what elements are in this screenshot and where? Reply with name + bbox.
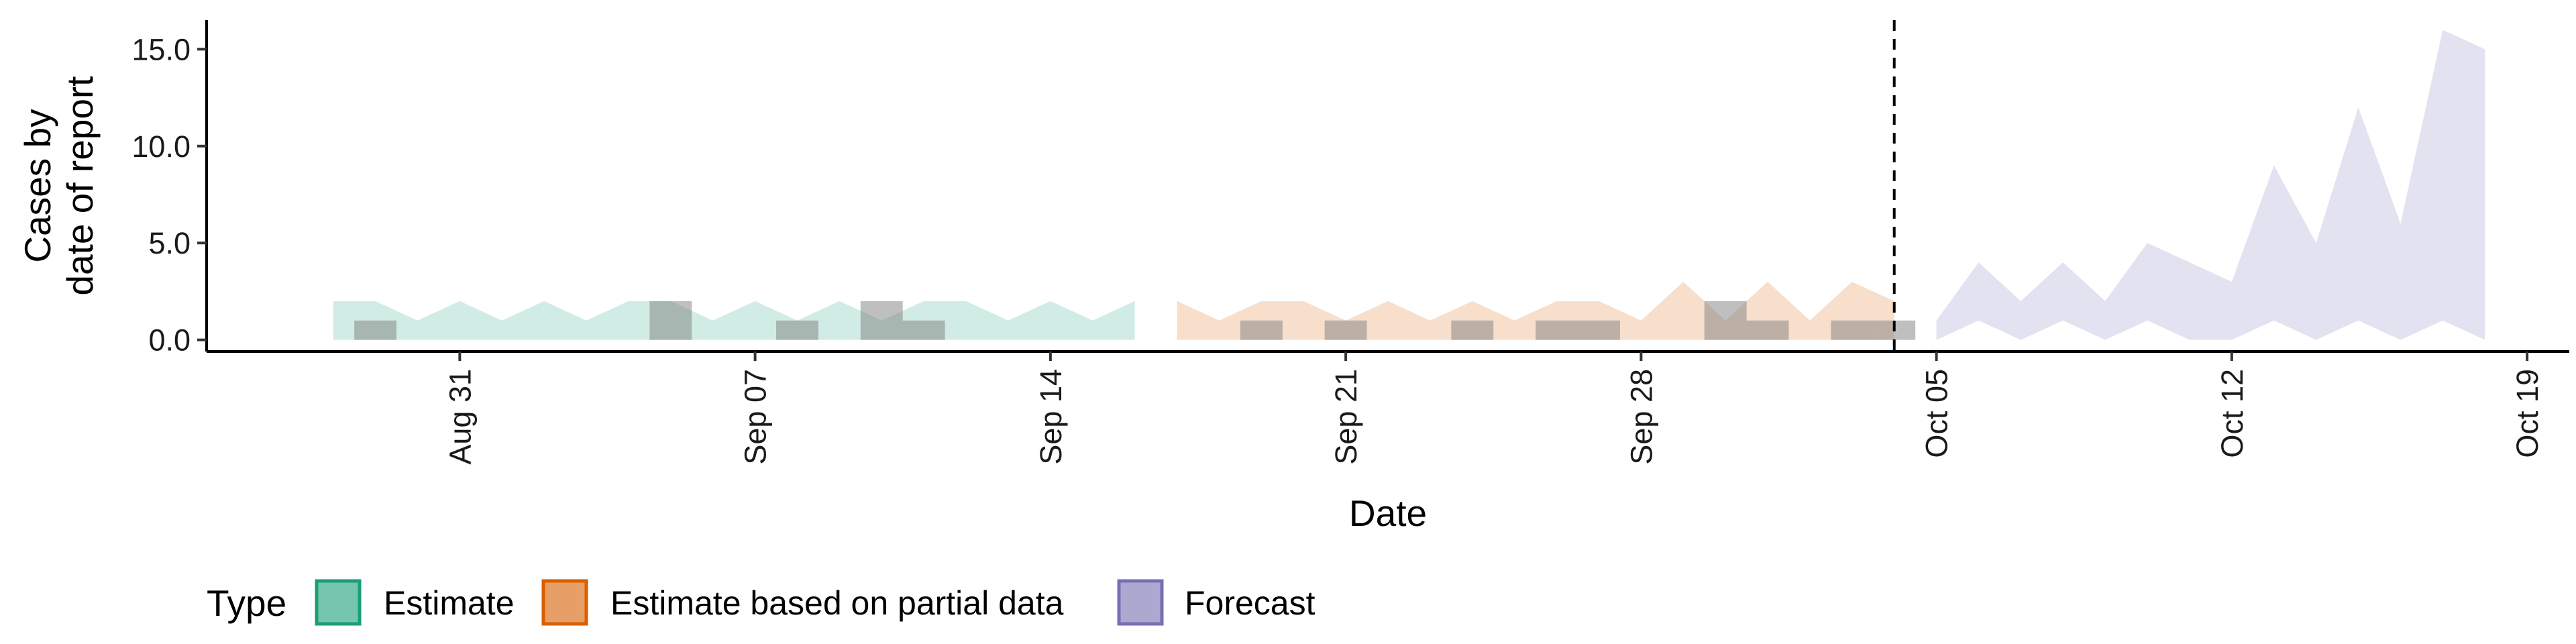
x-tick-label: Oct 05: [1920, 369, 1954, 458]
y-tick-label: 5.0: [148, 226, 191, 260]
legend-label-1: Estimate: [384, 584, 515, 622]
x-tick-label: Oct 19: [2510, 369, 2544, 458]
reported-case-bar: [1240, 320, 1283, 340]
x-tick-label: Sep 28: [1624, 369, 1658, 465]
legend-title: Type: [207, 582, 286, 624]
y-tick-label: 15.0: [131, 32, 191, 66]
y-axis-title: Cases bydate of report: [17, 76, 101, 295]
plot-area: [333, 20, 2485, 352]
reported-case-bar: [860, 301, 903, 340]
reported-case-bar: [776, 320, 818, 340]
legend-key-1: [315, 579, 362, 626]
x-tick-label: Sep 21: [1329, 369, 1363, 465]
reported-case-bar: [1578, 320, 1620, 340]
reported-case-bar: [1536, 320, 1578, 340]
legend-key-3: [1117, 579, 1164, 626]
reported-case-bar: [1324, 320, 1367, 340]
y-axis-title-line: date of report: [59, 76, 101, 295]
reported-case-bar: [1831, 320, 1874, 340]
reported-case-bar: [1704, 301, 1747, 340]
legend-label-2: Estimate based on partial data: [610, 584, 1064, 622]
legend-label-3: Forecast: [1185, 584, 1316, 622]
x-tick-label: Sep 14: [1034, 369, 1068, 465]
reported-case-bar: [649, 301, 692, 340]
reported-case-bar: [902, 320, 945, 340]
x-axis-title: Date: [1349, 492, 1427, 534]
series-ribbon-1: [333, 301, 1135, 340]
legend-key-2: [541, 579, 588, 626]
reported-case-bar: [1451, 320, 1494, 340]
reported-case-bar: [354, 320, 397, 340]
y-axis-title-line: Cases by: [17, 109, 58, 263]
reported-case-bar: [1746, 320, 1789, 340]
y-tick-label: 10.0: [131, 129, 191, 164]
x-tick-label: Aug 31: [443, 369, 477, 465]
axes: 0.0 5.0 10.0 15.0 Aug 31 Sep 07 Sep 14 Sep 21 Se…: [17, 20, 2569, 534]
y-tick-label: 0.0: [148, 323, 191, 358]
x-tick-label: Sep 07: [739, 369, 773, 465]
legend: Type Estimate Estimate based on partial da…: [207, 579, 1316, 626]
x-tick-label: Oct 12: [2215, 369, 2249, 458]
series-ribbon-3: [1936, 30, 2485, 340]
